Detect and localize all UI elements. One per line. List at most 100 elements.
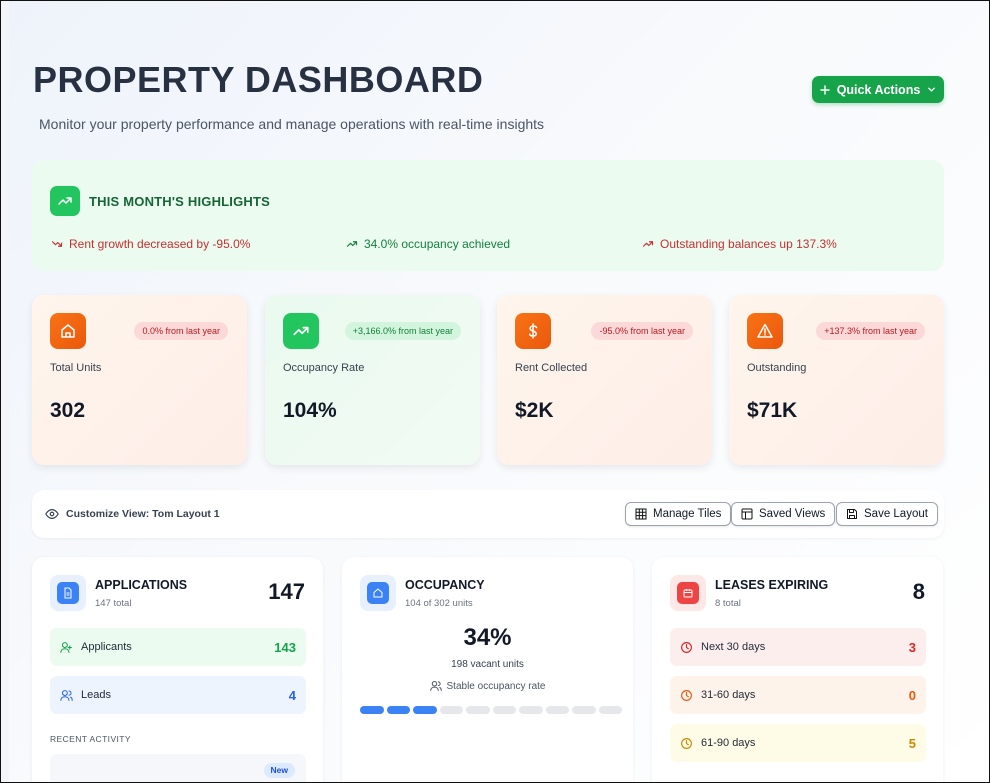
progress-segment	[466, 706, 490, 714]
new-badge: New	[263, 763, 295, 778]
card-title: LEASES EXPIRING	[715, 578, 829, 592]
stat-value: $2K	[515, 399, 554, 422]
home-icon	[50, 313, 86, 349]
stat-card-total-units[interactable]: 0.0% from last year Total Units 302	[32, 295, 247, 465]
clock-icon	[681, 641, 692, 653]
card-subtitle: 104 of 302 units	[405, 598, 473, 609]
row-label: 61-90 days	[701, 737, 756, 749]
recent-activity-item[interactable]: New	[50, 754, 306, 782]
card-subtitle: 147 total	[95, 598, 132, 609]
lease-row-30[interactable]: Next 30 days 3	[670, 628, 926, 666]
row-value: 143	[274, 639, 296, 655]
clock-icon	[681, 689, 692, 701]
stat-label: Outstanding	[747, 362, 807, 374]
row-value: 3	[908, 639, 916, 655]
progress-segment	[519, 706, 543, 714]
trending-down-icon	[51, 241, 63, 247]
stat-badge: -95.0% from last year	[591, 322, 693, 340]
stat-card-outstanding[interactable]: +137.3% from last year Outstanding $71K	[729, 295, 944, 465]
applicants-row[interactable]: Applicants 143	[50, 628, 306, 666]
document-icon	[57, 582, 79, 604]
leads-row[interactable]: Leads 4	[50, 676, 306, 714]
row-label: Leads	[81, 689, 111, 701]
warning-icon	[747, 313, 783, 349]
applications-icon-wrap	[50, 575, 86, 611]
progress-segment	[413, 706, 437, 714]
leases-expiring-card[interactable]: LEASES EXPIRING 8 total 8 Next 30 days 3…	[652, 557, 943, 782]
highlights-panel: THIS MONTH'S HIGHLIGHTS Rent growth decr…	[32, 160, 944, 271]
row-value: 0	[908, 687, 916, 703]
plus-icon	[820, 84, 830, 95]
customize-bar: Customize View: Tom Layout 1 Manage Tile…	[32, 490, 944, 538]
card-count: 8	[912, 579, 925, 604]
save-layout-button[interactable]: Save Layout	[836, 502, 938, 526]
eye-icon	[45, 509, 59, 519]
stat-badge: +3,166.0% from last year	[344, 322, 461, 340]
progress-segment	[386, 706, 410, 714]
stat-label: Occupancy Rate	[283, 362, 365, 374]
progress-segment	[360, 706, 384, 714]
vacant-units: 198 vacant units	[451, 659, 524, 670]
progress-segment	[545, 706, 569, 714]
stat-value: 104%	[283, 399, 337, 422]
progress-segment	[439, 706, 463, 714]
save-icon	[847, 509, 857, 519]
page-subtitle: Monitor your property performance and ma…	[39, 116, 545, 132]
card-count: 147	[268, 579, 305, 604]
trending-up-icon	[642, 241, 654, 247]
progress-segment	[492, 706, 516, 714]
stat-value: $71K	[747, 399, 798, 422]
leases-icon-wrap	[670, 575, 706, 611]
stat-label: Total Units	[50, 362, 102, 374]
row-value: 4	[288, 687, 296, 703]
progress-segment	[572, 706, 596, 714]
quick-actions-button[interactable]: Quick Actions	[812, 76, 944, 103]
grid-icon	[635, 508, 647, 520]
trending-up-icon	[283, 313, 319, 349]
card-title: APPLICATIONS	[95, 578, 188, 592]
row-label: Applicants	[81, 641, 132, 653]
stat-badge: 0.0% from last year	[134, 322, 228, 340]
progress-segment	[598, 706, 622, 714]
trending-up-icon	[346, 241, 358, 247]
user-plus-icon	[60, 641, 72, 653]
stat-value: 302	[50, 399, 86, 422]
highlight-rent-growth: Rent growth decreased by -95.0%	[51, 237, 250, 251]
stat-card-rent-collected[interactable]: -95.0% from last year Rent Collected $2K	[497, 295, 712, 465]
card-title: OCCUPANCY	[405, 578, 485, 592]
page-title: PROPERTY DASHBOARD	[33, 59, 484, 100]
highlight-occupancy: 34.0% occupancy achieved	[346, 237, 510, 251]
occupancy-percent: 34%	[463, 624, 512, 651]
card-subtitle: 8 total	[715, 598, 741, 609]
recent-activity-heading: RECENT ACTIVITY	[50, 734, 131, 744]
calendar-icon	[677, 582, 699, 604]
users-icon	[429, 681, 442, 691]
highlights-title: THIS MONTH'S HIGHLIGHTS	[89, 194, 271, 209]
dollar-icon	[515, 313, 551, 349]
chevron-down-icon	[928, 87, 936, 92]
occupancy-icon-wrap	[360, 575, 396, 611]
trending-up-icon	[50, 186, 80, 216]
clock-icon	[681, 737, 692, 749]
home-icon	[367, 582, 389, 604]
occupancy-card[interactable]: OCCUPANCY 104 of 302 units 34% 198 vacan…	[342, 557, 633, 782]
layout-icon	[741, 508, 753, 520]
highlight-outstanding: Outstanding balances up 137.3%	[642, 237, 837, 251]
row-label: 31-60 days	[701, 689, 756, 701]
saved-views-button[interactable]: Saved Views	[731, 502, 836, 526]
row-label: Next 30 days	[701, 641, 766, 653]
stat-label: Rent Collected	[515, 362, 588, 374]
lease-row-60[interactable]: 31-60 days 0	[670, 676, 926, 714]
occupancy-trend: Stable occupancy rate	[342, 680, 633, 692]
applications-card[interactable]: APPLICATIONS 147 total 147 Applicants 14…	[32, 557, 323, 782]
manage-tiles-button[interactable]: Manage Tiles	[625, 502, 732, 526]
users-icon	[60, 689, 73, 701]
stat-badge: +137.3% from last year	[816, 322, 925, 340]
quick-actions-label: Quick Actions	[836, 82, 921, 97]
stat-card-occupancy-rate[interactable]: +3,166.0% from last year Occupancy Rate …	[265, 295, 480, 465]
lease-row-90[interactable]: 61-90 days 5	[670, 724, 926, 762]
customize-view-label: Customize View: Tom Layout 1	[45, 507, 220, 521]
occupancy-progress-bar	[360, 706, 622, 714]
row-value: 5	[908, 735, 916, 751]
